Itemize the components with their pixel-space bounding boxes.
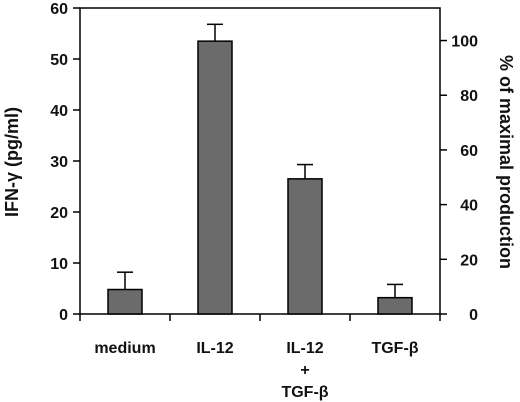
bar <box>197 40 233 315</box>
bar <box>107 288 143 315</box>
left-y-tick-label: 20 <box>50 205 68 222</box>
bar <box>377 296 413 315</box>
left-y-tick-label: 50 <box>50 52 68 69</box>
x-category-label: TGF-β <box>371 340 418 357</box>
right-y-tick-label: 60 <box>460 143 478 160</box>
right-y-axis-ticks: 0 20 40 60 80 100 <box>440 34 478 324</box>
y-axis-title: IFN-γ (pg/ml) <box>2 107 22 217</box>
x-category-label: TGF-β <box>281 384 328 401</box>
right-y-tick-label: 100 <box>451 34 478 51</box>
right-y-axis-title: % of maximal production <box>496 55 516 269</box>
left-y-axis-ticks: 0 10 20 30 40 50 60 <box>50 1 80 324</box>
x-axis-categories: medium IL-12 IL-12 + TGF-β TGF-β <box>79 314 441 401</box>
x-category-label: + <box>300 362 309 379</box>
x-category-label: medium <box>94 340 155 357</box>
left-y-tick-label: 10 <box>50 256 68 273</box>
plot-border <box>79 7 441 315</box>
right-y-tick-label: 80 <box>460 88 478 105</box>
left-y-tick-label: 0 <box>59 307 68 324</box>
bars <box>107 23 413 315</box>
bar <box>287 178 323 315</box>
x-category-label: IL-12 <box>286 340 323 357</box>
left-y-tick-label: 60 <box>50 1 68 18</box>
right-y-tick-label: 40 <box>460 198 478 215</box>
left-y-tick-label: 40 <box>50 103 68 120</box>
plot-frame <box>79 7 441 315</box>
x-category-label: IL-12 <box>196 340 233 357</box>
left-y-tick-label: 30 <box>50 154 68 171</box>
right-y-tick-label: 0 <box>469 307 478 324</box>
right-y-tick-label: 20 <box>460 252 478 269</box>
